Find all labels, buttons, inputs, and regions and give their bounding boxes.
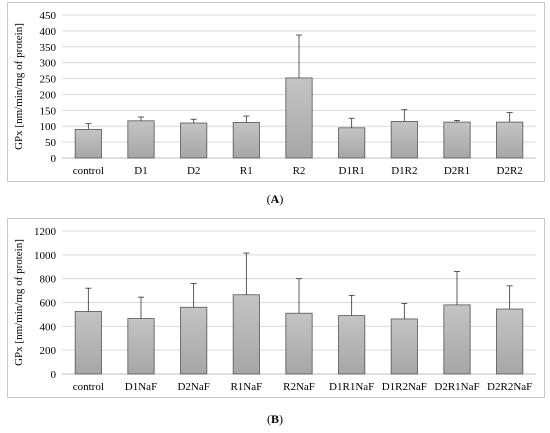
x-tick-label: D1R2NaF xyxy=(382,381,427,393)
x-tick-label: D2 xyxy=(187,165,200,177)
chart-panel-a: 0 50 100 150 200 250 300 350 400 450 GPx [nm/min/m… xyxy=(7,2,545,182)
x-tick-label: D2R2 xyxy=(497,165,523,177)
bar xyxy=(338,315,366,375)
bar xyxy=(496,121,524,159)
bar xyxy=(74,311,102,375)
panel-label-a: (A) xyxy=(266,192,284,206)
bar xyxy=(390,121,418,159)
y-tick-label: 200 xyxy=(40,345,57,357)
bar xyxy=(232,122,260,159)
y-axis-label: GPx [nm/min/mg of protein] xyxy=(13,239,25,366)
x-tick-label: R2 xyxy=(293,165,306,177)
x-tick-label: D1 xyxy=(134,165,147,177)
bar xyxy=(443,121,471,159)
bar xyxy=(285,312,313,375)
y-tick-label: 450 xyxy=(40,10,57,22)
x-tick-label: D1R1 xyxy=(339,165,365,177)
x-tick-label: control xyxy=(73,165,104,177)
x-tick-label: D2R2NaF xyxy=(487,381,532,393)
y-tick-label: 200 xyxy=(40,89,57,101)
y-axis-label: GPx [nm/min/mg of protein] xyxy=(13,23,25,150)
x-tick-label: R2NaF xyxy=(283,381,315,393)
bar xyxy=(232,294,260,375)
panel-label-b: (B) xyxy=(266,412,283,426)
x-tick-label: control xyxy=(73,381,104,393)
y-tick-label: 800 xyxy=(40,274,57,286)
x-tick-label: D2R1NaF xyxy=(434,381,479,393)
y-tick-label: 150 xyxy=(40,105,57,117)
y-tick-label: 1200 xyxy=(34,226,57,238)
panel-label-a-text: A xyxy=(270,192,280,206)
bar xyxy=(390,318,418,375)
bar xyxy=(127,120,155,159)
x-tick-label: D1R1NaF xyxy=(329,381,374,393)
y-tick-label: 100 xyxy=(40,121,57,133)
chart-b-svg: 0 200 400 600 800 1000 1200 GPx [nm/min/mg of p… xyxy=(13,226,536,393)
bar xyxy=(496,308,524,375)
x-tick-label: R1 xyxy=(240,165,253,177)
bar xyxy=(74,129,102,159)
y-tick-label: 300 xyxy=(40,58,57,70)
y-tick-label: 400 xyxy=(40,321,57,333)
bar xyxy=(127,318,155,375)
bar xyxy=(180,306,208,375)
bar xyxy=(180,122,208,159)
y-tick-label: 1000 xyxy=(34,250,57,262)
x-tick-label: D2R1 xyxy=(444,165,470,177)
bar xyxy=(443,304,471,375)
chart-panel-b: 0 200 400 600 800 1000 1200 GPx [nm/min/mg of p… xyxy=(7,218,545,398)
chart-a-svg: 0 50 100 150 200 250 300 350 400 450 GPx [nm/min/m… xyxy=(13,10,536,177)
bar xyxy=(285,77,313,159)
y-tick-label: 250 xyxy=(40,74,57,86)
y-tick-label: 350 xyxy=(40,42,57,54)
y-tick-label: 0 xyxy=(51,153,57,165)
y-tick-label: 0 xyxy=(51,369,57,381)
x-tick-label: D1NaF xyxy=(125,381,157,393)
bar xyxy=(338,127,366,159)
x-tick-label: R1NaF xyxy=(230,381,262,393)
x-tick-label: D1R2 xyxy=(391,165,417,177)
x-tick-label: D2NaF xyxy=(177,381,209,393)
y-tick-label: 50 xyxy=(45,137,57,149)
y-tick-label: 400 xyxy=(40,26,57,38)
y-tick-label: 600 xyxy=(40,298,57,310)
panel-label-b-text: B xyxy=(270,412,279,426)
